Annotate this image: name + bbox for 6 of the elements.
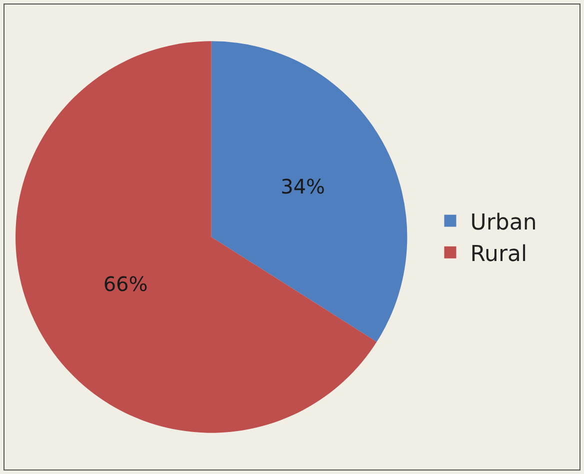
data-label: 66% (103, 272, 148, 296)
legend-label: Urban (470, 210, 537, 236)
pie-slice (211, 41, 407, 342)
pie-slice (16, 41, 377, 433)
data-label: 34% (280, 174, 326, 199)
legend-label: Rural (470, 242, 528, 267)
